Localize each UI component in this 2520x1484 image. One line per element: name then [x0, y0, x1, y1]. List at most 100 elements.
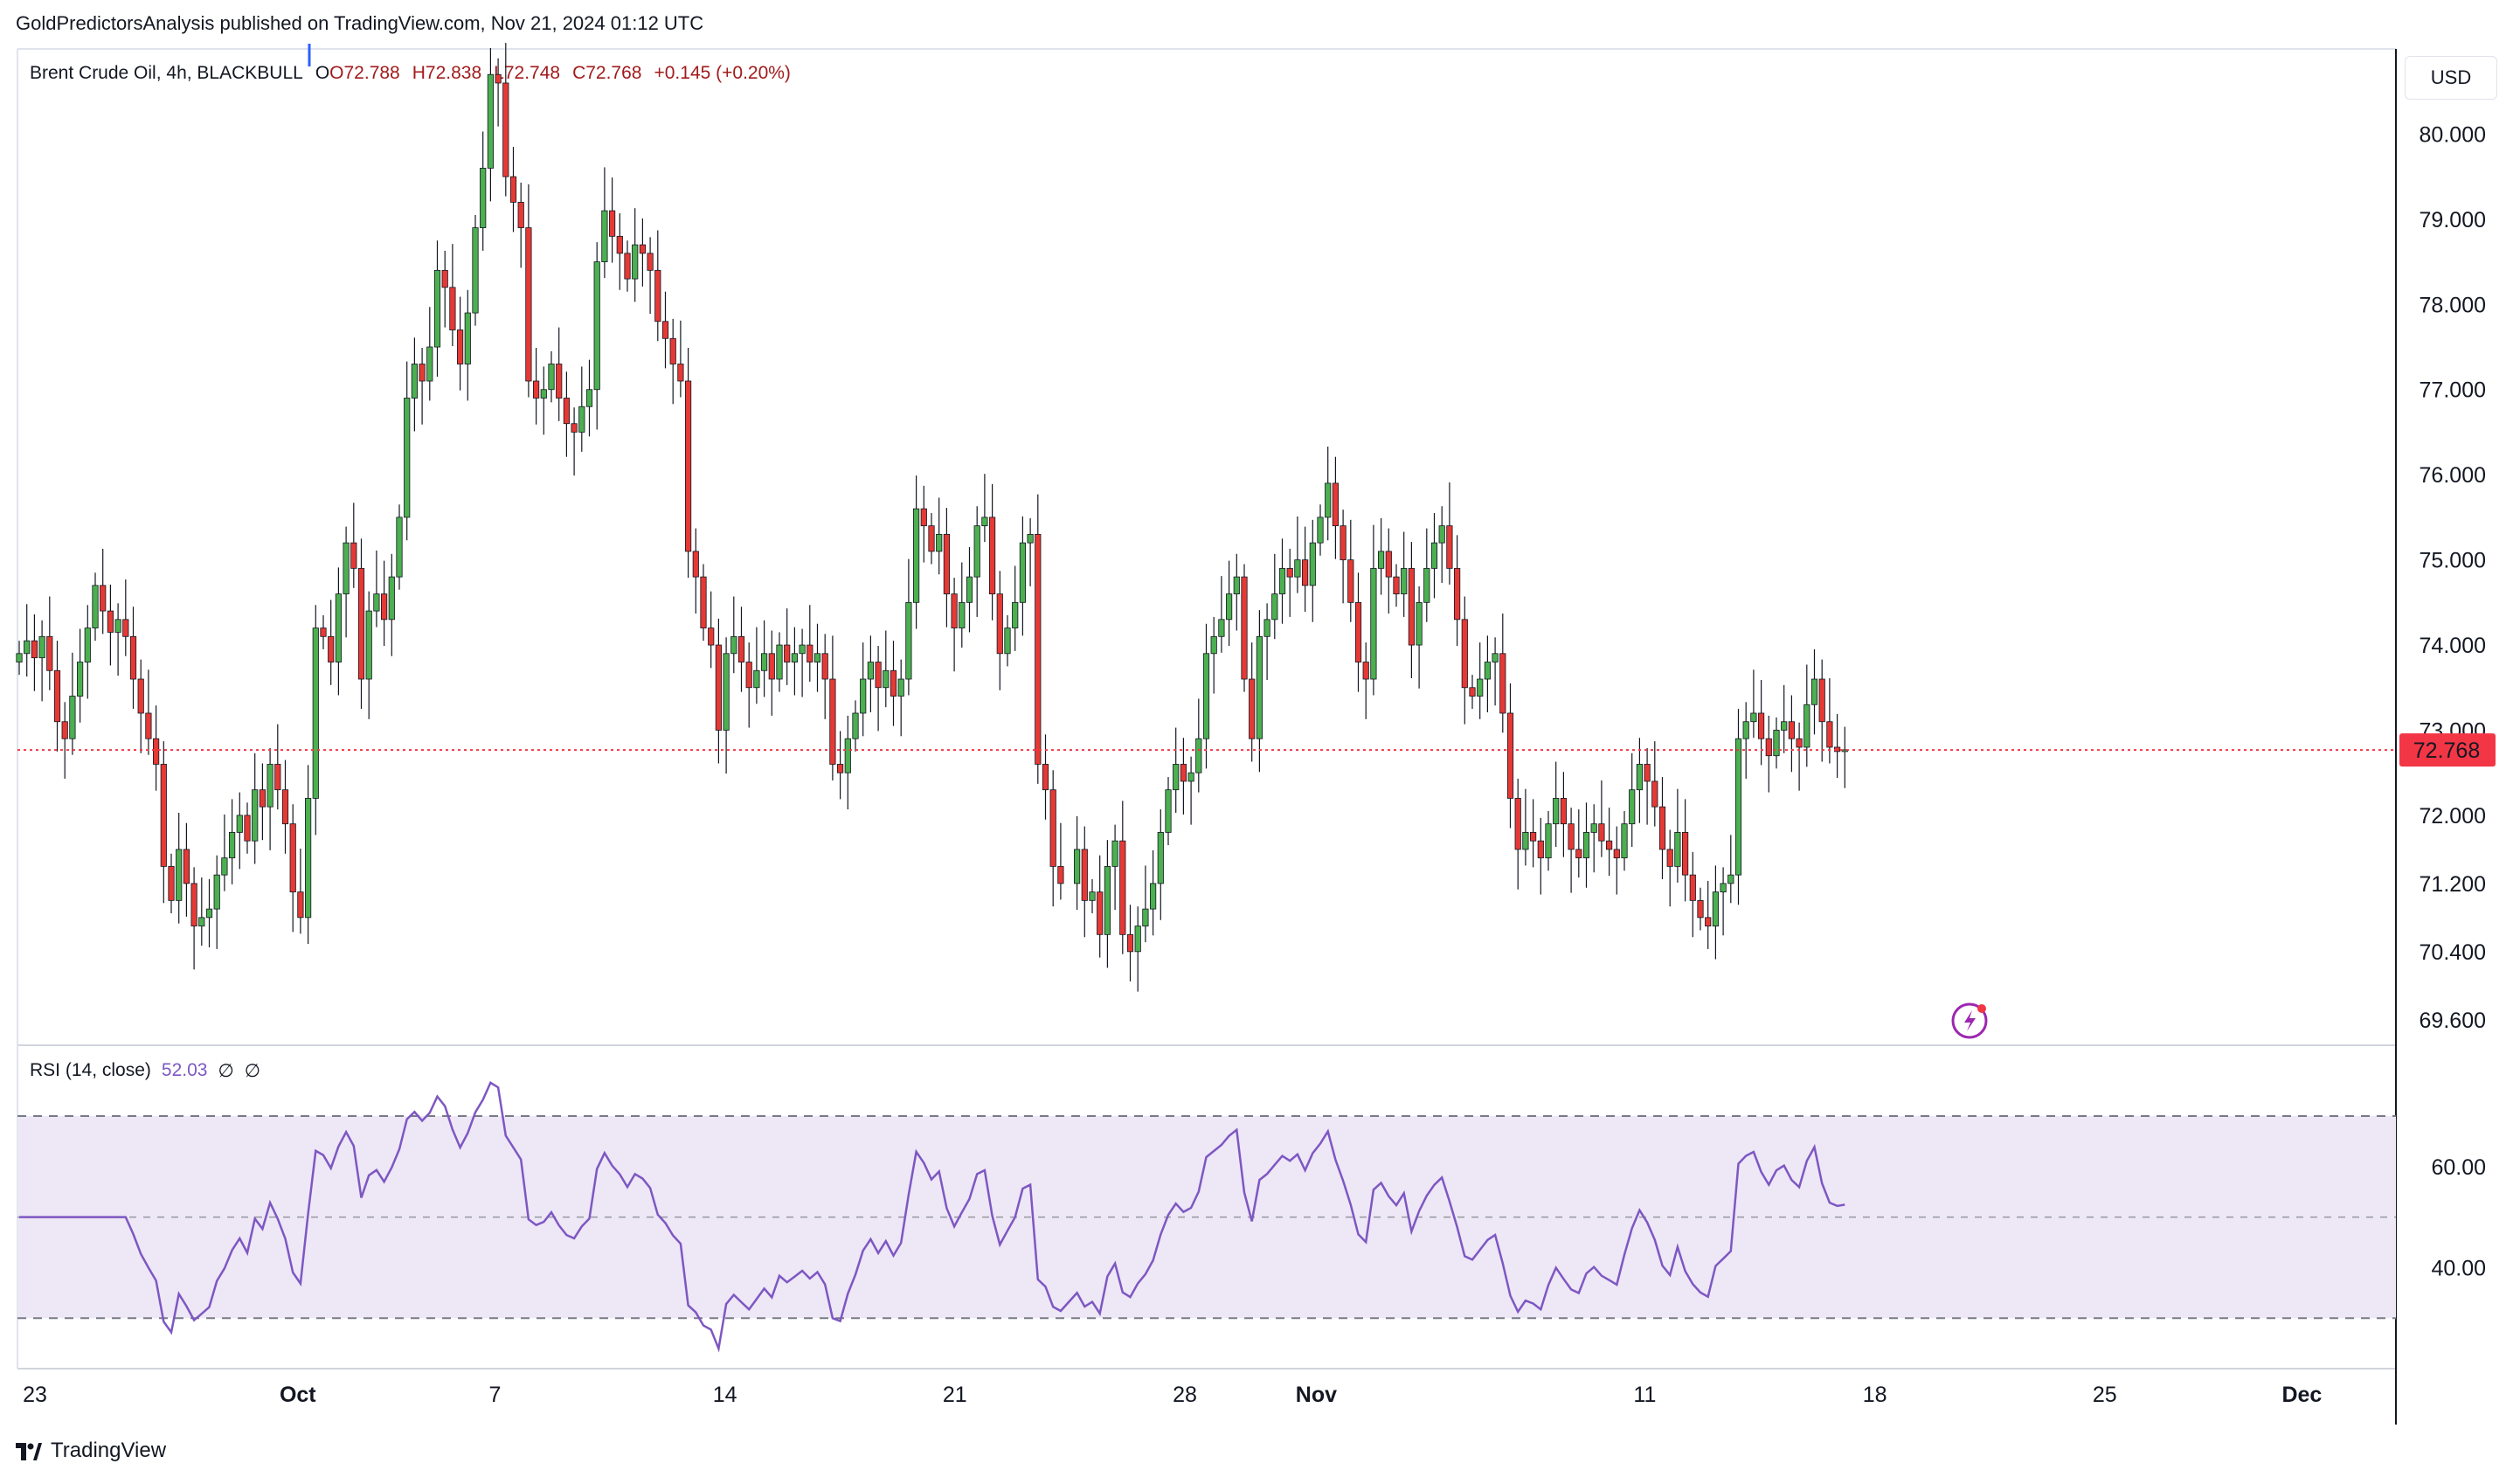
- candle-body: [989, 517, 996, 594]
- candle-body: [829, 678, 836, 765]
- candle: [989, 483, 996, 621]
- lightning-icon[interactable]: [1951, 1002, 1988, 1039]
- candle-body: [1081, 849, 1088, 901]
- candle: [737, 607, 745, 692]
- candle-body: [1004, 628, 1011, 655]
- rsi-label[interactable]: RSI (14, close): [30, 1060, 151, 1080]
- candle: [897, 659, 904, 737]
- candle-body: [799, 644, 806, 655]
- candle: [61, 702, 68, 780]
- candle-body: [1530, 832, 1537, 842]
- candle: [168, 853, 175, 913]
- candle-body: [114, 619, 121, 633]
- candle: [959, 562, 966, 648]
- price-tick-1: 79.000: [2420, 208, 2486, 232]
- candle: [1012, 565, 1019, 651]
- candle: [784, 608, 791, 685]
- candle-body: [281, 789, 289, 825]
- candle-body: [1446, 525, 1453, 569]
- candle-body: [1035, 533, 1042, 765]
- candle: [593, 242, 600, 430]
- candle: [357, 538, 365, 710]
- candle-body: [152, 738, 160, 765]
- candle: [1271, 553, 1278, 640]
- candle: [46, 596, 53, 690]
- candle-body: [1278, 567, 1286, 594]
- candle: [426, 307, 433, 401]
- candle: [1042, 734, 1049, 820]
- candle-body: [480, 168, 487, 229]
- candle: [533, 348, 540, 425]
- candle: [1089, 879, 1096, 913]
- legend-high: H72.838: [412, 63, 482, 83]
- candle: [289, 804, 296, 933]
- candle: [1666, 829, 1673, 907]
- candle-body: [1378, 551, 1385, 569]
- price-tick-8: 72.000: [2420, 804, 2486, 829]
- candle-body: [1019, 542, 1026, 603]
- candle-body: [1173, 764, 1180, 791]
- candle: [753, 627, 760, 704]
- candle: [1378, 517, 1385, 595]
- price-tick-2: 78.000: [2420, 293, 2486, 317]
- candle: [198, 877, 205, 946]
- candle: [1385, 528, 1392, 614]
- candle-body: [943, 533, 950, 594]
- candle-body: [821, 653, 828, 680]
- candle-body: [312, 628, 319, 799]
- candle: [860, 642, 867, 737]
- candle-body: [745, 662, 752, 689]
- candle-body: [38, 635, 45, 659]
- candle: [1325, 447, 1332, 541]
- candle: [396, 504, 403, 590]
- candle: [715, 618, 723, 764]
- symbol-name[interactable]: Brent Crude Oil, 4h, BLACKBULL: [30, 63, 303, 83]
- candle-body: [556, 364, 563, 399]
- candle: [867, 635, 875, 713]
- candle: [1720, 867, 1727, 936]
- candle-body: [897, 678, 904, 697]
- candle-body: [883, 669, 890, 689]
- currency-button[interactable]: USD: [2405, 56, 2497, 100]
- candle: [1347, 519, 1354, 622]
- candle-body: [1195, 738, 1202, 773]
- candle-body: [533, 380, 540, 399]
- candle-body: [328, 635, 335, 662]
- candle-body: [244, 815, 251, 842]
- candle-body: [145, 712, 152, 739]
- candle-body: [1553, 798, 1560, 825]
- candle: [1773, 717, 1780, 769]
- candle-body: [737, 635, 745, 662]
- publisher-line: GoldPredictorsAnalysis published on Trad…: [16, 12, 704, 34]
- candle: [1263, 603, 1270, 680]
- tradingview-brand[interactable]: TradingView: [16, 1439, 166, 1463]
- candle: [92, 572, 99, 641]
- candle-body: [160, 764, 167, 867]
- candle: [1514, 779, 1521, 890]
- candle: [1256, 610, 1263, 773]
- candle: [38, 620, 45, 702]
- candle-body: [1803, 704, 1810, 748]
- candle-body: [221, 857, 228, 876]
- candle-body: [936, 533, 943, 552]
- candle-body: [343, 542, 350, 594]
- candle-body: [320, 628, 327, 637]
- candle: [213, 855, 220, 949]
- candle-body: [837, 764, 844, 773]
- candle: [813, 623, 821, 692]
- candle: [1575, 809, 1582, 878]
- candle: [1689, 851, 1696, 938]
- candle-body: [525, 227, 532, 382]
- candle-body: [973, 525, 980, 578]
- candle-body: [875, 662, 882, 689]
- candle: [1499, 614, 1506, 733]
- candle: [1210, 616, 1217, 694]
- candle: [1651, 741, 1658, 827]
- candle: [1712, 865, 1719, 960]
- candle: [883, 630, 890, 708]
- candle-body: [1506, 712, 1514, 799]
- candle-body: [1256, 635, 1263, 739]
- price-tick-6: 74.000: [2420, 634, 2486, 658]
- candle-body: [1241, 576, 1248, 680]
